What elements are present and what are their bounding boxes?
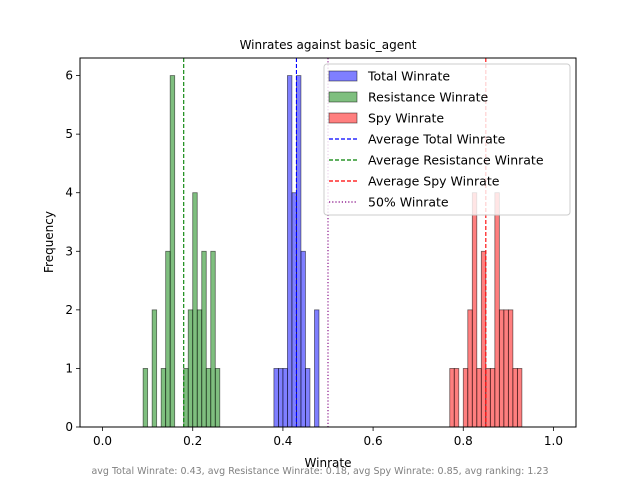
x-tick-label: 0.0 — [93, 434, 112, 448]
legend-label-spy-winrate: Spy Winrate — [368, 111, 444, 126]
y-tick-label: 3 — [65, 244, 73, 258]
resistance-winrate-bar — [214, 368, 221, 428]
spy-winrate-bar — [507, 309, 514, 428]
legend: Total Winrate Resistance Winrate Spy Winra… — [323, 63, 571, 216]
spy-winrate-bar — [485, 368, 491, 428]
y-tick-label: 5 — [65, 127, 73, 141]
resistance-winrate-bar — [205, 368, 212, 428]
spy-winrate-bar — [462, 368, 469, 428]
x-tick-label: 1.0 — [544, 434, 563, 448]
footnote: avg Total Winrate: 0.43, avg Resistance … — [91, 466, 548, 477]
total-winrate-bar — [287, 75, 293, 428]
spy-winrate-bar — [512, 368, 518, 428]
resistance-winrate-bar — [183, 368, 189, 428]
x-tick-label: 0.6 — [364, 434, 383, 448]
y-tick-label: 1 — [65, 361, 73, 375]
legend-label-average-spy-winrate: Average Spy Winrate — [368, 174, 500, 189]
resistance-winrate-bar — [169, 75, 176, 428]
x-tick-label: 0.2 — [183, 434, 202, 448]
resistance-winrate-bar — [151, 309, 158, 428]
spy-winrate-bar — [449, 368, 455, 428]
plot-area-frame — [79, 57, 577, 428]
legend-box — [323, 63, 571, 216]
resistance-winrate-bar — [201, 250, 207, 428]
y-axis-label: Frequency — [42, 211, 56, 273]
total-winrate-bar — [296, 75, 302, 428]
resistance-winrate-bar — [187, 309, 194, 428]
spy-winrate-bar — [516, 368, 523, 428]
spy-winrate-bar — [494, 192, 500, 428]
spy-winrate-bar — [476, 368, 482, 428]
total-winrate-bar — [282, 368, 288, 428]
resistance-winrate-bar — [192, 192, 198, 428]
legend-swatch-total-winrate — [328, 70, 358, 82]
y-tick-label: 4 — [65, 186, 73, 200]
resistance-winrate-bar — [142, 368, 149, 428]
resistance-winrate-bar — [160, 368, 167, 428]
legend-label-average-total-winrate: Average Total Winrate — [368, 132, 506, 147]
legend-label-resistance-winrate: Resistance Winrate — [368, 90, 489, 105]
spy-winrate-bar — [471, 192, 478, 428]
spy-winrate-bar — [480, 250, 487, 428]
legend-label-total-winrate: Total Winrate — [367, 69, 450, 84]
resistance-winrate-bar — [196, 309, 203, 428]
resistance-winrate-bar — [210, 250, 216, 428]
y-tick-label: 2 — [65, 303, 73, 317]
legend-swatch-spy-winrate — [328, 112, 358, 124]
x-tick-label: 0.8 — [454, 434, 473, 448]
total-winrate-bar — [291, 192, 297, 428]
spy-winrate-bar — [453, 368, 460, 428]
total-winrate-bar — [314, 309, 320, 428]
y-tick-label: 0 — [65, 420, 73, 434]
y-axis-ticks: 0 1 2 3 4 5 6 — [65, 69, 80, 434]
legend-label-average-resistance-winrate: Average Resistance Winrate — [368, 153, 544, 168]
total-winrate-bar — [273, 368, 279, 428]
spy-winrate-bar — [498, 309, 505, 428]
spy-winrate-bar — [503, 309, 509, 428]
x-tick-label: 0.4 — [273, 434, 292, 448]
total-winrate-bar — [300, 250, 306, 428]
total-winrate-bar — [305, 368, 311, 428]
legend-label-50-winrate: 50% Winrate — [368, 195, 449, 210]
y-tick-label: 6 — [65, 69, 73, 83]
spy-winrate-bar — [489, 368, 496, 428]
chart-title: Winrates against basic_agent — [240, 38, 417, 52]
x-axis-label: Winrate — [305, 456, 352, 470]
resistance-winrate-bar — [165, 250, 171, 428]
spy-winrate-bar — [467, 309, 473, 428]
total-winrate-bar — [277, 368, 284, 428]
x-axis-ticks: 0.0 0.2 0.4 0.6 0.8 1.0 — [93, 427, 563, 448]
legend-swatch-resistance-winrate — [328, 91, 358, 103]
